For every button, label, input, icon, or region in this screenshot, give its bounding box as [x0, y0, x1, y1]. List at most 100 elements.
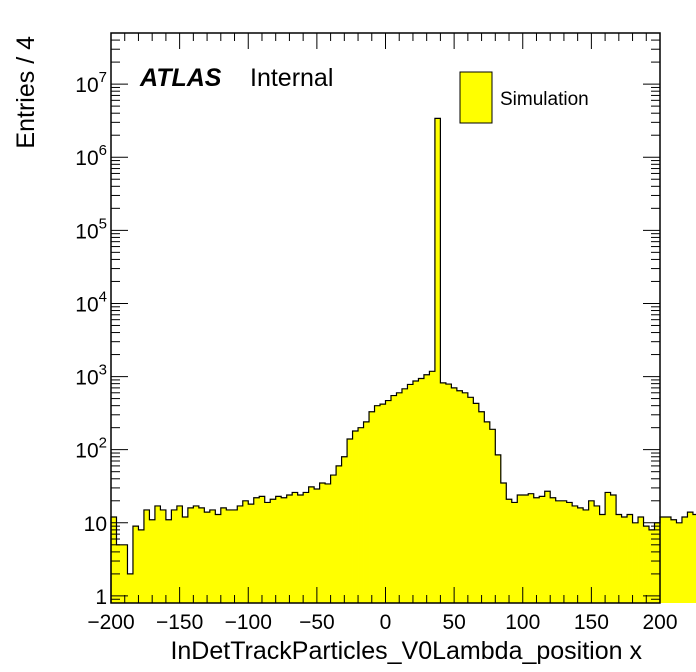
histogram-bin — [511, 502, 518, 603]
x-tick-label: −200 — [87, 611, 134, 634]
histogram-bin — [154, 505, 161, 603]
y-axis-title: Entries / 4 — [12, 36, 40, 149]
y-axis-ticks: 1 10 102 103 104 105 106 107 — [75, 32, 660, 609]
y-tick-label: 102 — [75, 435, 107, 463]
histogram-bin — [561, 500, 568, 603]
histogram-bin — [423, 374, 430, 603]
histogram-bin — [209, 509, 216, 603]
histogram-bin — [149, 519, 156, 603]
histogram-bin — [286, 494, 293, 603]
histogram-bin — [237, 505, 244, 603]
histogram-bin — [539, 496, 546, 603]
histogram-bin — [187, 507, 194, 603]
histogram-bin — [588, 500, 595, 603]
histogram-bin — [550, 497, 557, 603]
histogram-bin — [380, 404, 386, 603]
histogram-bin — [670, 519, 677, 603]
histogram-bin — [489, 429, 496, 603]
histogram-bin — [138, 529, 145, 603]
histogram-bin — [528, 493, 535, 603]
histogram-bin — [275, 496, 282, 603]
histogram-bin — [401, 388, 408, 603]
histogram-bin — [412, 380, 419, 603]
histogram-bin — [330, 475, 337, 603]
histogram-bin — [456, 390, 463, 603]
histogram-bin — [385, 400, 392, 603]
histogram-bin — [566, 502, 573, 603]
histogram-bin — [583, 509, 590, 603]
histogram-bin — [621, 517, 628, 603]
y-tick-label: 107 — [75, 69, 107, 97]
x-tick-label: −50 — [299, 611, 335, 634]
histogram-bin — [143, 509, 150, 603]
histogram-bin — [676, 522, 683, 603]
histogram-bin — [127, 573, 134, 603]
histogram-bin — [687, 512, 694, 603]
histogram-bin — [193, 505, 200, 603]
histogram-bin — [253, 497, 260, 603]
y-tick-label: 10 — [84, 513, 107, 536]
histogram-bin — [610, 494, 617, 603]
histogram-bin — [226, 509, 233, 603]
histogram-bin — [681, 517, 688, 603]
legend-swatch-simulation — [459, 71, 493, 124]
histogram-bin — [440, 382, 447, 603]
histogram-bin — [599, 514, 606, 603]
histogram-bin — [325, 483, 331, 603]
x-tick-label: 150 — [574, 611, 609, 634]
histogram-bin — [665, 517, 672, 603]
y-tick-label: 105 — [75, 215, 107, 243]
histogram-bin — [473, 403, 480, 603]
histogram-bin — [352, 431, 359, 603]
histogram-bin — [220, 507, 227, 603]
histogram-bin — [390, 395, 397, 603]
histogram-bin — [495, 454, 502, 603]
histogram-bin — [451, 387, 458, 603]
histogram-bin — [297, 494, 304, 603]
histogram-bin — [176, 505, 183, 603]
x-tick-label: 200 — [642, 611, 677, 634]
histogram-bin — [111, 517, 117, 603]
histogram-bin — [627, 514, 633, 603]
histogram-bin — [500, 483, 507, 603]
y-tick-label: 106 — [75, 142, 107, 170]
histogram-bin — [182, 517, 189, 603]
histogram-bin — [215, 514, 222, 603]
histogram-bin — [654, 522, 661, 603]
legend-entry-simulation: Simulation — [500, 89, 589, 110]
histogram-bin — [336, 465, 342, 603]
atlas-label: ATLAS — [139, 64, 222, 92]
histogram-bin — [165, 519, 172, 603]
histogram-bin — [484, 421, 491, 603]
histogram-bin — [303, 492, 310, 603]
y-tick-label: 1 — [95, 586, 107, 609]
histogram-bin — [347, 438, 353, 603]
histogram-bin — [358, 427, 364, 603]
x-tick-label: −100 — [225, 611, 272, 634]
histogram-bin — [231, 509, 238, 603]
histogram-bin — [616, 514, 622, 603]
histogram-bin — [407, 384, 414, 603]
histogram-bin — [160, 509, 167, 603]
histogram-bin — [363, 421, 370, 603]
histogram-bin — [308, 486, 315, 603]
histogram-bin — [171, 509, 178, 603]
histogram-bin — [506, 499, 513, 603]
histogram-bin — [259, 496, 266, 603]
histogram-bin — [204, 512, 211, 603]
histogram-bin — [418, 378, 425, 603]
histogram-bin — [198, 507, 205, 603]
x-tick-label: −150 — [156, 611, 203, 634]
x-tick-label: 100 — [505, 611, 540, 634]
histogram-bin — [462, 392, 469, 603]
histogram-bin — [242, 500, 249, 603]
histogram-bin — [572, 505, 579, 603]
histogram-bin — [121, 544, 128, 603]
histogram-bin — [649, 529, 655, 603]
x-tick-label: 0 — [380, 611, 392, 634]
histogram-bin — [341, 456, 348, 603]
histogram-bin — [270, 499, 277, 603]
histogram-bars — [111, 118, 696, 603]
histogram-bin — [594, 505, 601, 603]
